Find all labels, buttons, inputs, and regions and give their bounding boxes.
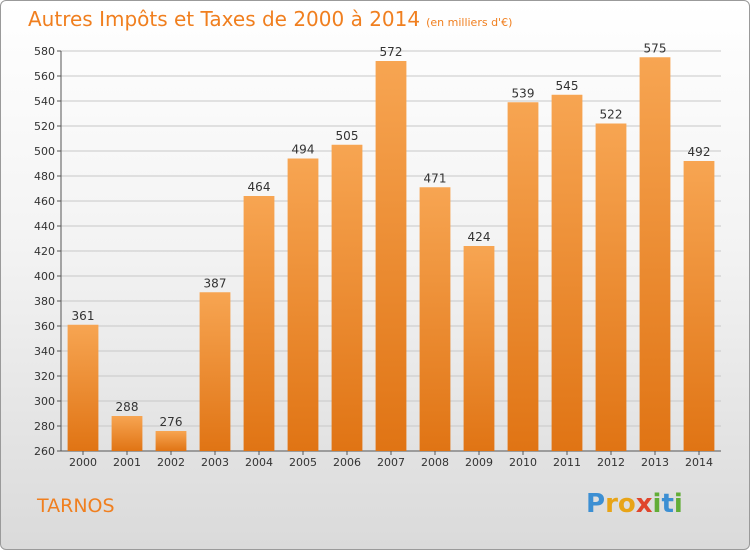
x-tick-label: 2009	[465, 456, 493, 469]
x-tick-label: 2004	[245, 456, 273, 469]
bar	[551, 94, 583, 451]
y-tick-label: 300	[34, 395, 55, 408]
logo-letter: i	[673, 489, 683, 519]
bar	[67, 324, 99, 451]
x-tick-label: 2006	[333, 456, 361, 469]
logo-letter: i	[652, 489, 662, 519]
x-tick-label: 2000	[69, 456, 97, 469]
x-tick-label: 2001	[113, 456, 141, 469]
bar	[595, 123, 627, 451]
y-tick-label: 400	[34, 270, 55, 283]
data-label: 288	[116, 400, 139, 414]
x-tick-label: 2011	[553, 456, 581, 469]
chart-title-text: Autres Impôts et Taxes de 2000 à 2014	[28, 7, 421, 31]
data-label: 494	[292, 143, 315, 157]
logo-letter: t	[661, 489, 674, 519]
bar	[419, 187, 451, 451]
y-tick-label: 480	[34, 170, 55, 183]
logo-letter: o	[617, 489, 636, 519]
y-tick-label: 340	[34, 345, 55, 358]
y-tick-label: 260	[34, 445, 55, 458]
bars	[67, 57, 715, 451]
y-tick-label: 420	[34, 245, 55, 258]
data-label: 387	[204, 276, 227, 290]
data-label: 471	[424, 171, 447, 185]
x-tick-label: 2012	[597, 456, 625, 469]
bar	[243, 196, 275, 451]
data-label: 276	[160, 415, 183, 429]
data-label: 545	[556, 79, 579, 93]
x-tick-label: 2008	[421, 456, 449, 469]
data-label: 492	[688, 145, 711, 159]
y-tick-label: 520	[34, 120, 55, 133]
y-tick-label: 380	[34, 295, 55, 308]
y-tick-label: 580	[34, 45, 55, 58]
data-label: 539	[512, 86, 535, 100]
bar	[375, 61, 407, 451]
logo-letter: P	[586, 489, 606, 519]
data-label: 424	[468, 230, 491, 244]
data-label: 505	[336, 129, 359, 143]
y-tick-label: 500	[34, 145, 55, 158]
data-labels: 361 288 276 387 464 494 505 572 471 424 539 545 522 5…	[72, 41, 711, 429]
x-tick-label: 2003	[201, 456, 229, 469]
x-tick-label: 2005	[289, 456, 317, 469]
y-tick-label: 440	[34, 220, 55, 233]
bar	[639, 57, 671, 451]
chart-subtitle: (en milliers d'€)	[426, 16, 513, 29]
y-tick-label: 360	[34, 320, 55, 333]
x-tick-label: 2007	[377, 456, 405, 469]
bar	[463, 246, 495, 451]
x-tick-label: 2013	[641, 456, 669, 469]
x-tick-label: 2010	[509, 456, 537, 469]
chart-title: Autres Impôts et Taxes de 2000 à 2014 (en…	[28, 7, 512, 31]
x-tick-label: 2014	[685, 456, 713, 469]
y-tick-label: 320	[34, 370, 55, 383]
y-tick-label: 460	[34, 195, 55, 208]
bar	[111, 416, 143, 451]
bar	[155, 431, 187, 451]
y-tick-label: 280	[34, 420, 55, 433]
x-axis-labels: 2000 2001 2002 2003 2004 2005 2006 2007 2008 2009…	[69, 451, 713, 469]
proxiti-logo: Proxiti	[586, 489, 683, 519]
data-label: 464	[248, 180, 271, 194]
data-label: 361	[72, 309, 95, 323]
bar	[507, 102, 539, 451]
y-tick-label: 560	[34, 70, 55, 83]
bar	[331, 144, 363, 451]
data-label: 572	[380, 45, 403, 59]
logo-letter: r	[605, 489, 618, 519]
bar	[287, 158, 319, 451]
data-label: 522	[600, 108, 623, 122]
bar	[199, 292, 231, 451]
bar	[683, 161, 715, 451]
city-name: TARNOS	[37, 495, 115, 517]
data-label: 575	[644, 41, 667, 55]
x-tick-label: 2002	[157, 456, 185, 469]
logo-letter: x	[635, 489, 653, 519]
y-tick-label: 540	[34, 95, 55, 108]
